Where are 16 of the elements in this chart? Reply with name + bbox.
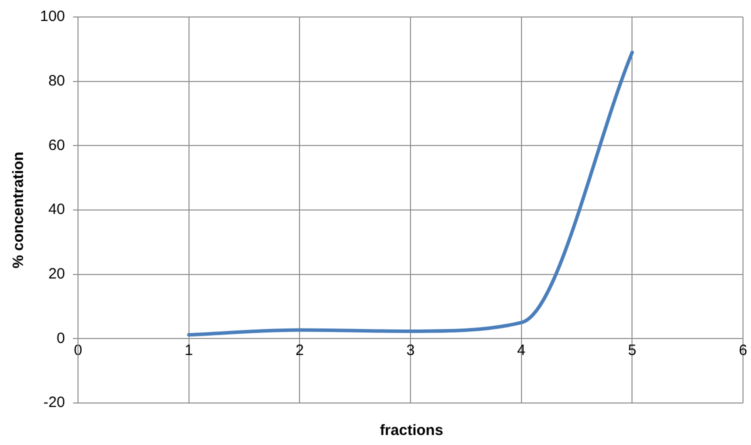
y-tick-label: 20	[48, 265, 66, 282]
x-tick-label: 1	[184, 342, 194, 359]
x-tick-label: 3	[406, 342, 415, 359]
y-axis-title: % concentration	[10, 152, 28, 268]
y-tick-label: 60	[48, 136, 66, 154]
x-axis-title: fractions	[378, 422, 444, 439]
x-tick-label: 6	[738, 342, 748, 359]
x-tick-label: 2	[296, 342, 304, 359]
y-tick-label: 0	[56, 330, 66, 347]
y-tick-label: -20	[43, 394, 66, 412]
y-tick-label: 100	[40, 8, 66, 26]
x-tick-label: 5	[628, 342, 636, 359]
y-tick-label: 40	[48, 201, 66, 218]
x-tick-label: 4	[517, 342, 526, 359]
y-tick-label: 80	[48, 72, 66, 90]
line-series	[187, 50, 634, 337]
